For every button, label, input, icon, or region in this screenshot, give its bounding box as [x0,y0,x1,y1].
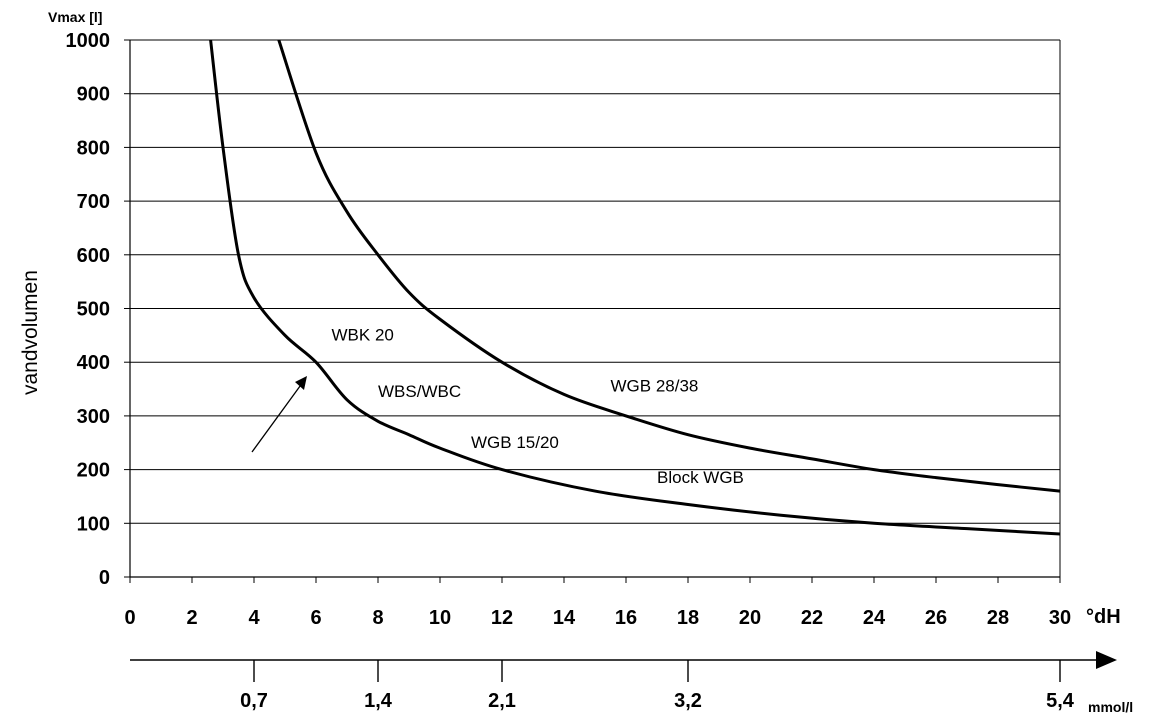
y-tick-label: 1000 [66,30,111,52]
x-tick-label: 20 [739,607,761,629]
labels: Vmax [l] vandvolumen °dH mmol/l WBK 20 WB… [19,9,1133,715]
x2-axis-arrowhead [1096,651,1117,669]
pointer-arrow-line [251,381,304,453]
y-tick-label: 700 [77,191,110,213]
y-tick-label: 600 [77,245,110,267]
y-tick-label: 400 [77,352,110,374]
pointer-arrow-head [295,376,307,390]
y-tick-label: 200 [77,460,110,482]
annotation-label: WBS/WBC [378,382,461,401]
x-tick-label: 28 [987,607,1009,629]
x2-tick-label: 0,7 [240,690,268,712]
x-tick-label: 4 [248,607,260,629]
y-tick-label: 900 [77,84,110,106]
x2-tick-label: 3,2 [674,690,702,712]
y-axis-title: vandvolumen [19,270,42,395]
x-tick-label: 6 [310,607,321,629]
x-tick-label: 24 [863,607,886,629]
x-tick-label: 26 [925,607,947,629]
x2-tick-label: 5,4 [1046,690,1075,712]
y-tick-label: 500 [77,299,110,321]
annotation-label: WGB 15/20 [471,433,559,452]
series-curves [209,39,1061,536]
y-tick-label: 300 [77,406,110,428]
x-tick-label: 30 [1049,607,1071,629]
grid-lines [130,39,1060,524]
series-curve-1 [209,39,1061,536]
x2-tick-label: 2,1 [488,690,516,712]
x-tick-label: 2 [186,607,197,629]
x-tick-label: 18 [677,607,699,629]
x-tick-label: 10 [429,607,451,629]
x2-tick-label: 1,4 [364,690,393,712]
x-tick-label: 16 [615,607,637,629]
annotation-label: WGB 28/38 [611,377,699,396]
y-tick-label: 100 [77,513,110,535]
y-axis-unit-label: Vmax [l] [48,9,102,25]
y-tick-label: 0 [99,567,110,589]
x2-axis-unit-label: mmol/l [1088,699,1133,715]
x-tick-label: 22 [801,607,823,629]
annotation-label: WBK 20 [332,326,394,345]
y-tick-label: 800 [77,137,110,159]
series-curve-2 [277,39,1061,493]
x-tick-label: 14 [553,607,576,629]
x-tick-label: 8 [372,607,383,629]
x-tick-label: 12 [491,607,513,629]
x-tick-label: 0 [124,607,135,629]
annotation-label: Block WGB [657,468,744,487]
x-axis-unit-label: °dH [1086,606,1121,628]
